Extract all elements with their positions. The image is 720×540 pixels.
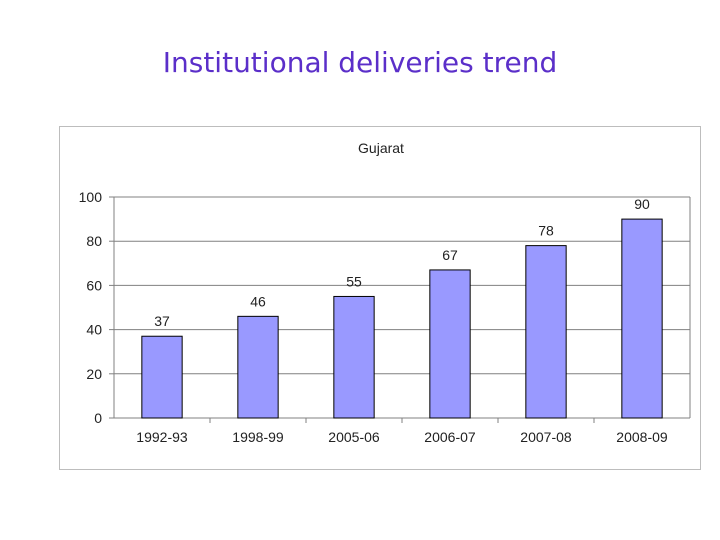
bar — [525, 245, 567, 419]
x-tick-label: 2008-09 — [616, 429, 668, 445]
bar — [141, 335, 183, 419]
slide-title: Institutional deliveries trend — [162, 46, 558, 79]
data-label: 90 — [634, 196, 650, 212]
bar-chart: Gujarat 0 20 40 60 80 100 1992-93 37 1998-99 46 2… — [79, 140, 691, 445]
y-tick-label: 20 — [86, 366, 102, 382]
bar — [237, 315, 279, 419]
labels: 1992-93 37 1998-99 46 2005-06 55 2006-07 67 2007… — [136, 196, 668, 445]
y-tick-label: 100 — [79, 189, 103, 205]
x-tick-label: 1998-99 — [232, 429, 284, 445]
y-tick-label: 60 — [86, 277, 102, 293]
bar — [429, 269, 471, 419]
y-tick-label: 0 — [94, 410, 102, 426]
y-tick-label: 80 — [86, 233, 102, 249]
gridlines — [114, 196, 690, 375]
x-tick-label: 2005-06 — [328, 429, 380, 445]
axes: 0 20 40 60 80 100 — [79, 189, 691, 426]
data-label: 78 — [538, 223, 554, 239]
y-tick-label: 40 — [86, 322, 102, 338]
chart-frame: Gujarat 0 20 40 60 80 100 1992-93 37 1998-99 46 2… — [59, 126, 701, 470]
data-label: 55 — [346, 273, 362, 289]
data-label: 67 — [442, 247, 458, 263]
x-tick-label: 1992-93 — [136, 429, 188, 445]
x-tick-label: 2006-07 — [424, 429, 476, 445]
x-tick-label: 2007-08 — [520, 429, 572, 445]
data-label: 37 — [154, 313, 170, 329]
bar — [333, 295, 375, 419]
bars — [141, 218, 663, 419]
bar — [621, 218, 663, 419]
chart-title: Gujarat — [358, 140, 404, 156]
data-label: 46 — [250, 293, 266, 309]
